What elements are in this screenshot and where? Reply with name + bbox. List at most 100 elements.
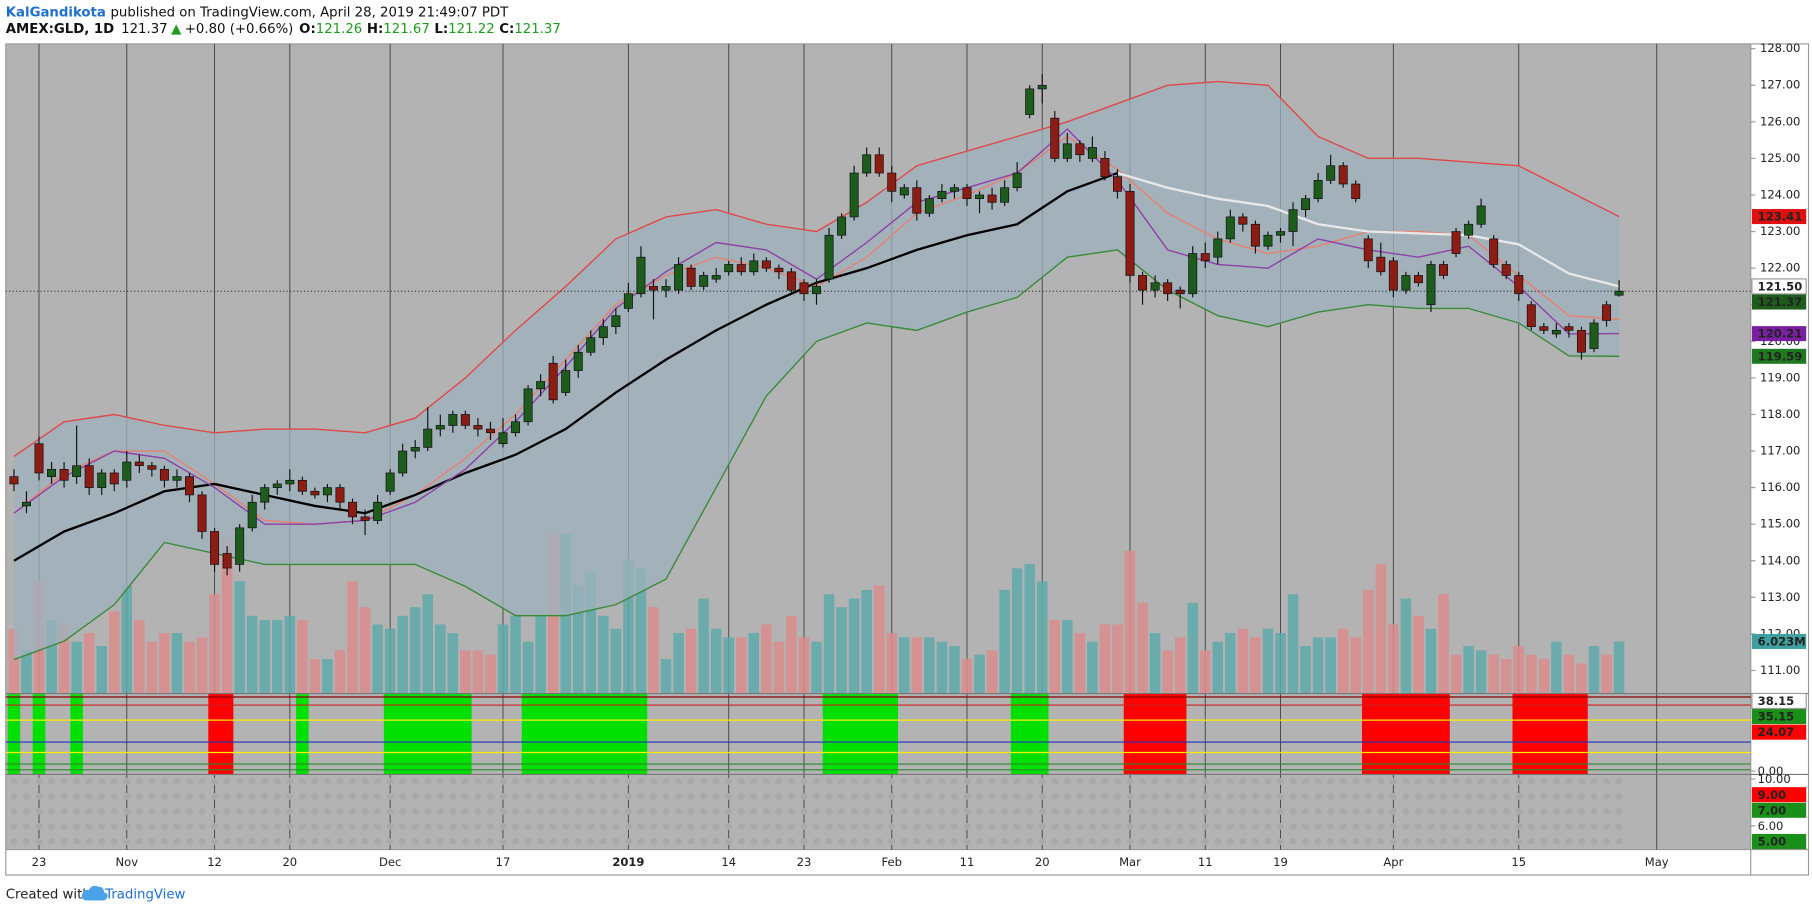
dot: [524, 822, 532, 830]
dot: [173, 777, 181, 785]
dot: [1427, 822, 1435, 830]
dot: [1352, 838, 1360, 845]
candle-body: [1087, 147, 1097, 159]
dot: [273, 807, 281, 815]
dot: [725, 838, 733, 845]
candle-body: [1025, 88, 1035, 115]
volume-bar: [1049, 620, 1061, 694]
badge-label: 123.41: [1758, 210, 1803, 224]
price-badge: [1751, 348, 1807, 364]
dot: [1615, 822, 1623, 830]
signal-zone: [32, 693, 46, 775]
dot: [1477, 792, 1485, 800]
dot: [863, 838, 871, 845]
dot: [537, 807, 545, 815]
dot: [1615, 792, 1623, 800]
dot: [1126, 792, 1134, 800]
dot: [712, 777, 720, 785]
dot: [1590, 822, 1598, 830]
volume-bar: [1601, 654, 1612, 694]
volume-bar: [1099, 624, 1111, 694]
candle-body: [460, 414, 470, 426]
dot: [612, 792, 620, 800]
volume-bar: [8, 628, 20, 694]
dot: [1239, 777, 1247, 785]
candle-body: [1576, 329, 1586, 353]
volume-bar: [134, 620, 145, 694]
dot: [1377, 807, 1385, 815]
volume-bar: [1463, 646, 1474, 694]
dot: [813, 777, 820, 785]
x-tick-label: 14: [721, 855, 736, 869]
volume-bar: [585, 572, 597, 694]
candle-body: [84, 465, 94, 488]
dot: [323, 838, 331, 845]
candle-body: [536, 381, 546, 390]
candle-body: [1476, 205, 1486, 225]
dot: [449, 838, 457, 845]
price-badge: [1751, 787, 1807, 803]
dot: [10, 822, 18, 830]
dot: [1164, 807, 1172, 815]
volume-bar: [735, 637, 747, 694]
volume-bar: [1375, 563, 1387, 694]
dot: [1389, 838, 1397, 845]
candle-body: [21, 501, 31, 507]
dot: [1139, 822, 1147, 830]
volume-bar: [71, 641, 82, 694]
dot: [486, 777, 494, 785]
volume-bar: [460, 650, 471, 694]
dot: [950, 777, 958, 785]
dot: [1352, 807, 1360, 815]
dot: [1402, 822, 1410, 830]
dot: [1465, 807, 1473, 815]
dot: [1339, 792, 1347, 800]
volume-bar: [986, 650, 998, 694]
volume-bar: [497, 624, 509, 694]
dot: [562, 838, 570, 845]
dot: [1176, 838, 1184, 845]
dot: [787, 777, 795, 785]
dot: [1389, 822, 1397, 830]
volume-bar: [184, 641, 195, 694]
candle-body: [9, 476, 19, 485]
high-label: H:: [367, 22, 383, 37]
dot: [361, 838, 369, 845]
dot: [650, 807, 657, 815]
author[interactable]: KalGandikota: [6, 6, 106, 21]
dot: [1452, 777, 1460, 785]
volume-bar: [911, 637, 923, 694]
line-series: [13, 80, 1620, 458]
badge-label: 6.00: [1758, 819, 1784, 833]
dot: [298, 792, 306, 800]
volume-bar: [535, 615, 546, 694]
dot: [386, 777, 394, 785]
footer-brand[interactable]: TradingView: [104, 888, 185, 903]
dot: [160, 792, 168, 800]
x-tick-label: Nov: [116, 855, 139, 869]
candle-body: [1288, 209, 1298, 232]
dot: [650, 822, 657, 830]
dot: [1615, 777, 1623, 785]
dot: [1527, 822, 1535, 830]
dot: [1402, 838, 1410, 845]
dot: [1201, 822, 1209, 830]
candle-body: [222, 553, 232, 569]
dot: [875, 807, 883, 815]
dot: [925, 822, 933, 830]
volume-bar: [1199, 650, 1211, 694]
close-label: C:: [499, 22, 514, 37]
candle-body: [1163, 282, 1173, 295]
volume-bar: [447, 633, 459, 694]
dot: [537, 822, 545, 830]
dot: [624, 822, 632, 830]
candle-body: [335, 487, 345, 503]
dot: [1151, 822, 1159, 830]
dot: [261, 792, 269, 800]
dot: [1465, 822, 1473, 830]
candle-body: [548, 362, 558, 401]
dot: [148, 792, 156, 800]
y-tick-label: 116.00: [1760, 480, 1800, 494]
